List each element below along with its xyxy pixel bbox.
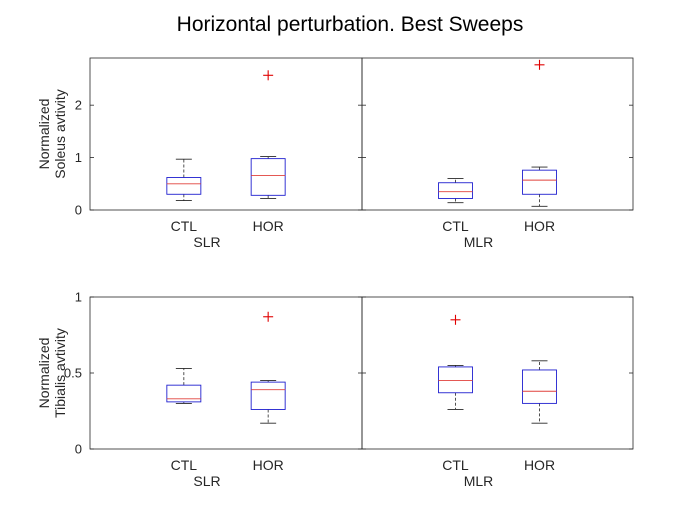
subplot-mlr: CTL HOR MLR xyxy=(361,296,634,489)
x-group-label: SLR xyxy=(193,473,220,489)
box-ctl xyxy=(166,158,202,202)
subplot-mlr: CTL HOR MLR xyxy=(361,57,634,250)
box-rect xyxy=(438,366,473,394)
box-rect xyxy=(166,384,202,403)
x-category-label: CTL xyxy=(442,457,469,473)
outlier-marker xyxy=(534,59,545,70)
x-category-label: CTL xyxy=(171,457,198,473)
y-tick-label: 0.5 xyxy=(64,366,82,381)
box-rect xyxy=(522,369,557,404)
y-tick-label: 1 xyxy=(75,290,82,305)
y-tick-label: 1 xyxy=(75,150,82,165)
subplot-slr: 0 1 2 CTL HOR SLR xyxy=(75,57,363,250)
x-category-label: CTL xyxy=(442,218,469,234)
box-hor xyxy=(250,70,286,199)
box-rect xyxy=(166,177,202,195)
x-category-label: HOR xyxy=(524,218,555,234)
x-category-label: HOR xyxy=(524,457,555,473)
outlier-marker xyxy=(263,311,274,322)
box-hor xyxy=(522,360,557,424)
panel-2: Normalized Tibialis avtivity 0 0.5 1 CTL HOR SL… xyxy=(36,290,634,489)
x-group-label: SLR xyxy=(193,234,220,250)
x-group-label: MLR xyxy=(464,234,494,250)
outlier-marker xyxy=(450,314,461,325)
box-ctl xyxy=(166,367,202,404)
x-group-label: MLR xyxy=(464,473,494,489)
box-rect xyxy=(438,182,473,199)
axes-frame xyxy=(89,57,363,211)
axes-frame xyxy=(361,57,634,211)
box-ctl xyxy=(438,178,473,204)
box-hor xyxy=(522,59,557,207)
y-axis-label: Soleus avtivity xyxy=(52,89,68,178)
box-rect xyxy=(522,169,557,195)
y-axis-label: Tibialis avtivity xyxy=(52,328,68,418)
subplot-slr: 0 0.5 1 CTL HOR SLR xyxy=(64,290,363,489)
y-tick-label: 2 xyxy=(75,98,82,113)
box-hor xyxy=(250,311,286,424)
box-rect xyxy=(250,381,286,410)
x-category-label: CTL xyxy=(171,218,198,234)
box-rect xyxy=(250,158,286,196)
x-category-label: HOR xyxy=(253,457,284,473)
axes-frame xyxy=(89,296,363,450)
box-ctl xyxy=(438,314,473,410)
y-tick-label: 0 xyxy=(75,442,82,457)
y-axis-label: Normalized xyxy=(36,338,52,409)
y-tick-label: 0 xyxy=(75,203,82,218)
axes-frame xyxy=(361,296,634,450)
outlier-marker xyxy=(263,70,274,81)
x-category-label: HOR xyxy=(253,218,284,234)
figure-title: Horizontal perturbation. Best Sweeps xyxy=(177,13,524,36)
y-axis-label: Normalized xyxy=(36,99,52,170)
